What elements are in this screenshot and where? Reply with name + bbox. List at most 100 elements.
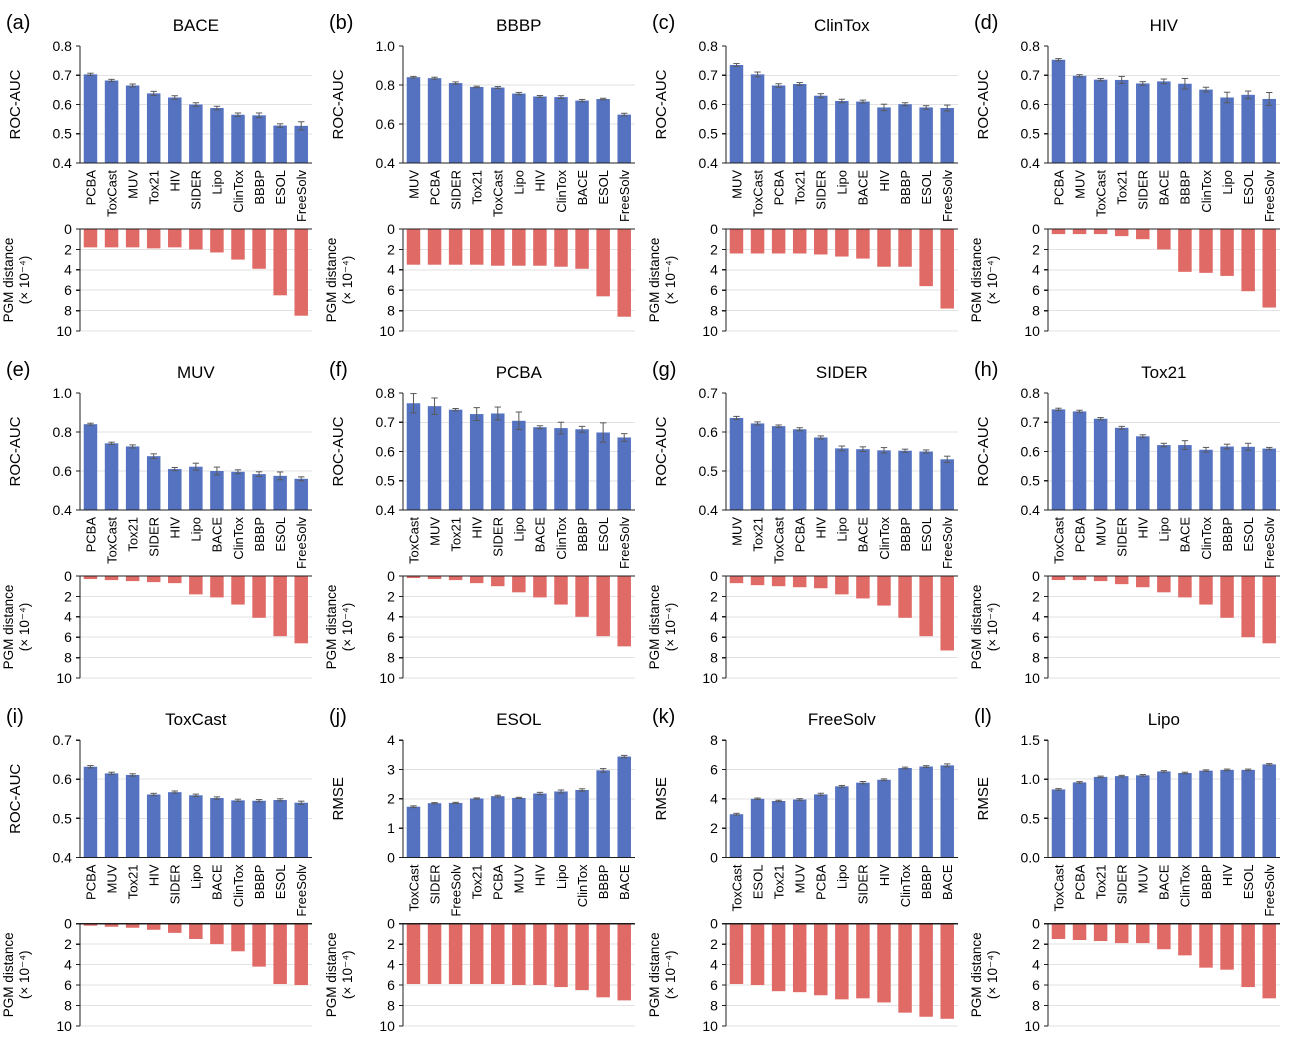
x-category-label: ClinTox	[575, 864, 590, 907]
x-category-label: HIV	[168, 170, 183, 192]
pgm-tick-label: 2	[64, 936, 72, 952]
x-category-label: ToxCast	[104, 517, 119, 564]
y-tick-label: 0.4	[375, 502, 395, 518]
pgm-tick-label: 0	[64, 916, 72, 932]
value-bar	[146, 794, 161, 858]
pgm-bar	[294, 923, 308, 986]
pgm-bar	[168, 576, 182, 584]
pgm-bar	[210, 576, 224, 598]
pgm-tick-label: 6	[710, 629, 718, 645]
x-category-label: FreeSolv	[940, 170, 955, 222]
value-bar	[1157, 445, 1171, 510]
value-bar	[617, 437, 631, 510]
x-category-label: ESOL	[918, 517, 933, 552]
y-axis-label: ROC-AUC	[330, 416, 347, 486]
x-category-label: BACE	[617, 864, 632, 900]
y-tick-label: 0.8	[1021, 385, 1041, 401]
value-bar	[189, 466, 203, 510]
y-tick-label: 0.6	[698, 424, 718, 440]
value-bar	[750, 423, 764, 510]
x-category-label: Lipo	[834, 864, 849, 889]
pgm-bar	[1199, 923, 1213, 968]
x-category-label: SIDER	[168, 864, 183, 904]
pgm-bar	[1178, 229, 1192, 272]
y-tick-label: 0.4	[698, 502, 718, 518]
x-category-label: SIDER	[448, 170, 463, 210]
panel-title: ClinTox	[814, 16, 870, 35]
pgm-tick-label: 4	[387, 262, 395, 278]
x-category-label: PCBA	[83, 517, 98, 553]
value-bar	[189, 104, 203, 163]
pgm-tick-label: 4	[710, 262, 718, 278]
x-category-label: HIV	[813, 517, 828, 539]
pgm-bar	[294, 229, 308, 316]
value-bar	[617, 756, 631, 858]
value-bar	[554, 428, 568, 510]
x-category-label: FreeSolv	[294, 864, 309, 917]
x-category-label: Lipo	[511, 517, 526, 542]
pgm-bar	[532, 576, 547, 598]
x-category-label: MUV	[125, 170, 140, 199]
value-bar	[231, 800, 245, 858]
x-category-label: ClinTox	[554, 169, 569, 212]
x-category-label: Tox21	[771, 864, 786, 899]
panel-hiv: (d) HIV 0.4 0.5 0.6 0.7 0.8 ROC-AUC PCBA MUV ToxCa…	[969, 12, 1281, 339]
value-bar	[146, 93, 161, 163]
pgm-bar	[252, 923, 266, 967]
x-category-label: BACE	[575, 170, 590, 206]
x-category-label: ESOL	[918, 170, 933, 205]
x-category-label: SIDER	[1115, 864, 1130, 904]
x-category-label: MUV	[1073, 170, 1088, 199]
pgm-bar	[1157, 229, 1171, 250]
panel-letter: (h)	[974, 359, 998, 381]
value-bar	[729, 814, 743, 858]
value-bar	[729, 65, 743, 163]
pgm-bar	[750, 923, 764, 986]
y-tick-label: 0.7	[698, 385, 718, 401]
value-bar	[146, 456, 161, 510]
pgm-bar	[596, 229, 610, 297]
pgm-bar	[1220, 576, 1235, 618]
pgm-axis-label-line2: (× 10⁻⁴)	[985, 256, 1000, 305]
x-category-label: Lipo	[1157, 517, 1172, 542]
pgm-axis-label-line1: PGM distance	[324, 585, 339, 670]
value-bar	[1178, 83, 1192, 163]
pgm-bar	[617, 923, 631, 1001]
y-tick-label: 6	[710, 761, 718, 777]
pgm-bar	[1157, 923, 1171, 950]
value-bar	[1241, 94, 1256, 163]
y-tick-label: 0.4	[52, 155, 72, 171]
pgm-bar	[1094, 923, 1108, 942]
x-category-label: MUV	[792, 864, 807, 893]
panel-letter: (g)	[651, 359, 675, 381]
pgm-axis-label-line2: (× 10⁻⁴)	[340, 950, 355, 999]
pgm-bar	[771, 576, 785, 587]
pgm-bar	[273, 576, 287, 637]
value-bar	[750, 74, 764, 163]
pgm-bar	[490, 576, 505, 587]
pgm-bar	[897, 229, 912, 267]
pgm-tick-label: 2	[710, 588, 718, 604]
y-tick-label: 1.0	[52, 385, 72, 401]
pgm-bar	[1262, 229, 1277, 308]
y-tick-label: 1.0	[1021, 771, 1041, 787]
x-category-label: BACE	[1178, 517, 1193, 553]
panel-esol: (j) ESOL 0 1 2 3 4 RMSE ToxCast SIDER FreeSolv Tox2…	[324, 706, 635, 1034]
y-tick-label: 0.4	[375, 155, 395, 171]
x-category-label: Lipo	[1220, 170, 1235, 195]
value-bar	[252, 115, 266, 163]
x-category-label: ESOL	[1241, 517, 1256, 552]
x-category-label: HIV	[1136, 517, 1151, 539]
pgm-bar	[1220, 923, 1235, 970]
x-category-label: BACE	[940, 864, 955, 900]
pgm-tick-label: 0	[710, 916, 718, 932]
x-category-label: MUV	[1136, 864, 1151, 893]
value-bar	[750, 798, 764, 858]
pgm-tick-label: 0	[710, 221, 718, 237]
value-bar	[792, 84, 806, 163]
y-tick-label: 0.7	[53, 732, 73, 748]
x-category-label: HIV	[469, 517, 484, 539]
value-bar	[294, 802, 308, 858]
pgm-bar	[83, 229, 98, 248]
pgm-axis-label-line1: PGM distance	[1, 585, 16, 670]
